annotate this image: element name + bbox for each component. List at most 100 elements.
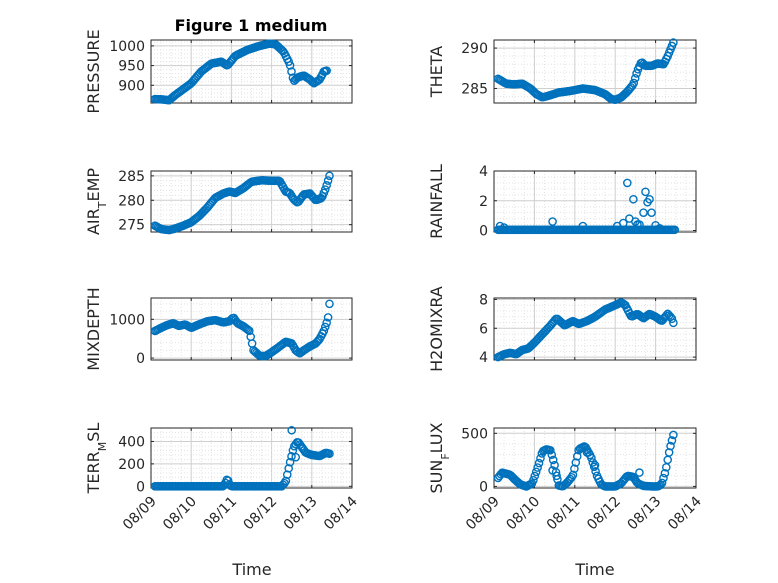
data-point (291, 452, 301, 462)
data-point (659, 473, 668, 483)
y-tick-label: 285 (461, 81, 488, 97)
axes-box (493, 39, 697, 104)
y-axis-label: SUNFLUX (427, 422, 452, 493)
y-axis-label: AIRTEMP (84, 168, 109, 235)
data-point (568, 470, 578, 480)
y-tick-label: 1000 (109, 39, 145, 55)
data-point (322, 181, 331, 190)
data-point (495, 221, 505, 231)
data-point (572, 452, 582, 461)
data-point (639, 208, 648, 217)
y-tick-label: 280 (118, 193, 145, 209)
axes-box (493, 427, 697, 489)
data-point (590, 460, 600, 470)
y-tick-label: 0 (479, 224, 488, 240)
panel-mixdepth: 0 1000 MIXDEPTH (84, 287, 353, 371)
data-point (666, 441, 675, 451)
data-point (325, 171, 334, 181)
y-axis-label: MIXDEPTH (84, 287, 103, 370)
x-tick-label: 08/14 (665, 493, 705, 533)
data-point (641, 187, 650, 197)
data-point (645, 194, 654, 204)
axes-box (493, 297, 697, 361)
y-tick-label: 4 (479, 350, 488, 366)
data-point (629, 78, 639, 88)
data-point (669, 430, 678, 440)
figure-title: Figure 1 medium (175, 16, 328, 35)
y-tick-label: 950 (118, 59, 145, 75)
data-point (323, 313, 333, 322)
data-point (323, 176, 333, 185)
x-tick-label: 08/13 (625, 494, 665, 534)
data-point (623, 178, 632, 188)
data-point (499, 223, 509, 232)
data-point (629, 194, 638, 204)
data-point (322, 318, 331, 328)
axes-box (150, 39, 353, 104)
y-tick-label: 2 (479, 194, 488, 210)
panel-terr_msl: 0 200 400 08/09 08/10 08/11 08/12 08/13 08/14 TER… (84, 423, 361, 534)
data-point (548, 217, 557, 226)
data-point (308, 77, 317, 87)
data-point (325, 449, 334, 458)
x-tick-label: 08/14 (321, 493, 361, 533)
y-tick-label: 500 (461, 426, 488, 442)
y-axis-label: H2OMIXRA (427, 286, 446, 372)
x-axis-label-left: Time (231, 560, 271, 579)
data-point (582, 448, 592, 457)
data-point (322, 66, 331, 75)
data-point (663, 455, 673, 465)
data-point (287, 67, 296, 76)
data-point (667, 314, 677, 324)
panel-h2omixra: 4 6 8 H2OMIXRA (427, 286, 697, 372)
data-point (632, 69, 641, 78)
data-point (667, 436, 677, 445)
data-point (630, 73, 640, 83)
data-point (548, 466, 557, 475)
data-point (530, 471, 540, 481)
data-point (647, 208, 656, 217)
data-point (670, 225, 680, 235)
panel-theta: 285 290 THETA (427, 38, 697, 104)
y-tick-label: 0 (136, 479, 145, 495)
data-point (325, 299, 334, 309)
data-point (591, 467, 600, 476)
data-point (547, 450, 557, 460)
y-tick-label: 285 (118, 169, 145, 185)
y-tick-label: 0 (136, 351, 145, 367)
data-point (657, 478, 667, 488)
x-tick-label: 08/10 (503, 494, 543, 534)
data-point (635, 468, 644, 477)
data-point (529, 475, 538, 485)
y-axis-label: THETA (427, 46, 446, 98)
data-point (320, 322, 330, 332)
x-tick-label: 08/10 (160, 494, 200, 534)
data-point (284, 464, 293, 473)
data-point (548, 455, 558, 465)
data-point (531, 467, 541, 477)
panel-sun_flux: 0 500 08/09 08/10 08/11 08/12 08/13 08/14 SUNFLU… (427, 422, 705, 533)
data-point (287, 425, 297, 435)
y-tick-label: 8 (479, 292, 488, 308)
y-axis-label: PRESSURE (84, 29, 103, 113)
panel-rainfall: 0 2 4 RAINFALL (427, 164, 697, 240)
data-point (320, 185, 330, 194)
y-tick-label: 6 (479, 321, 488, 337)
data-point (285, 457, 295, 467)
y-tick-label: 400 (118, 434, 145, 450)
x-tick-label: 08/11 (200, 494, 240, 534)
y-tick-label: 900 (118, 78, 145, 94)
data-point (536, 453, 545, 463)
x-tick-label: 08/11 (544, 494, 584, 534)
y-tick-label: 290 (461, 41, 488, 57)
data-point (570, 464, 579, 474)
data-point (635, 220, 644, 229)
panel-air_temp: 275 280 285 AIRTEMP (84, 168, 353, 235)
data-point (626, 83, 636, 92)
x-tick-label: 08/09 (120, 494, 160, 534)
data-point (660, 468, 670, 478)
data-point (669, 318, 678, 328)
y-axis-label: RAINFALL (427, 164, 446, 239)
data-point (587, 453, 596, 463)
